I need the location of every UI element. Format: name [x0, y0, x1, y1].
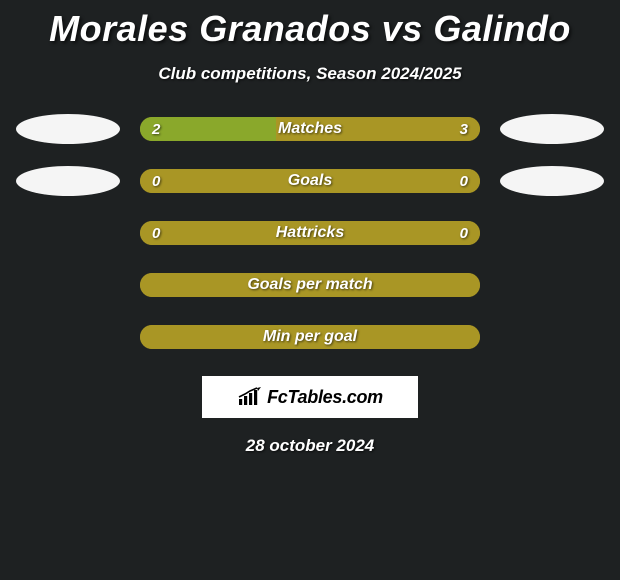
- stat-value-left: 0: [152, 173, 160, 190]
- date-label: 28 october 2024: [0, 436, 620, 456]
- player-ellipse-left: [16, 114, 120, 144]
- stat-label: Goals per match: [247, 276, 372, 294]
- ellipse-spacer: [16, 322, 120, 352]
- stat-bar: Min per goal: [140, 325, 480, 349]
- stat-row: 2 3 Matches: [0, 114, 620, 144]
- stat-value-left: 0: [152, 225, 160, 242]
- stat-value-right: 3: [460, 121, 468, 138]
- ellipse-spacer: [16, 218, 120, 248]
- logo-box: FcTables.com: [202, 376, 418, 418]
- stat-row: Goals per match: [0, 270, 620, 300]
- stat-value-right: 0: [460, 225, 468, 242]
- stat-label: Hattricks: [276, 224, 344, 242]
- bar-fill-left: [140, 117, 276, 141]
- subtitle: Club competitions, Season 2024/2025: [0, 64, 620, 84]
- stat-label: Goals: [288, 172, 332, 190]
- stat-bar: 0 0 Goals: [140, 169, 480, 193]
- player-ellipse-right: [500, 114, 604, 144]
- stat-row: Min per goal: [0, 322, 620, 352]
- stat-value-left: 2: [152, 121, 160, 138]
- stat-row: 0 0 Goals: [0, 166, 620, 196]
- ellipse-spacer: [500, 322, 604, 352]
- ellipse-spacer: [500, 270, 604, 300]
- page-title: Morales Granados vs Galindo: [0, 0, 620, 50]
- stat-bar: 2 3 Matches: [140, 117, 480, 141]
- stat-label: Matches: [278, 120, 342, 138]
- stat-bar: Goals per match: [140, 273, 480, 297]
- stats-container: 2 3 Matches 0 0 Goals 0 0 Hattricks Goals per mat…: [0, 114, 620, 352]
- ellipse-spacer: [16, 270, 120, 300]
- stat-value-right: 0: [460, 173, 468, 190]
- chart-icon: [237, 387, 263, 407]
- player-ellipse-right: [500, 166, 604, 196]
- logo-text: FcTables.com: [267, 387, 383, 408]
- stat-row: 0 0 Hattricks: [0, 218, 620, 248]
- ellipse-spacer: [500, 218, 604, 248]
- stat-bar: 0 0 Hattricks: [140, 221, 480, 245]
- stat-label: Min per goal: [263, 328, 357, 346]
- player-ellipse-left: [16, 166, 120, 196]
